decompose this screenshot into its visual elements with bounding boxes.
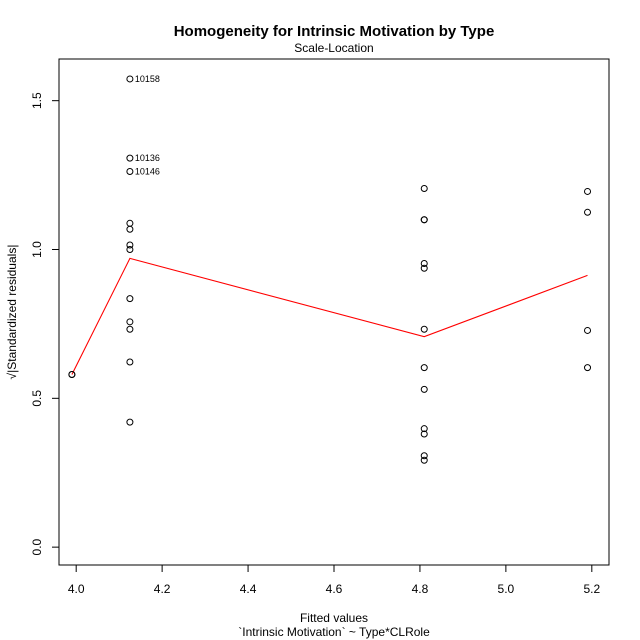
plot-frame: [58, 58, 610, 566]
chart-title: Homogeneity for Intrinsic Motivation by …: [174, 23, 495, 40]
data-point: [126, 418, 134, 426]
y-tick-label: 0.0: [30, 538, 44, 555]
data-point: [420, 364, 428, 372]
data-point: [420, 425, 428, 433]
data-point: [126, 295, 134, 303]
data-point: [420, 385, 428, 393]
data-point: [126, 154, 134, 162]
point-label: 10158: [135, 74, 160, 84]
data-point: [420, 325, 428, 333]
model-formula-label: `Intrinsic Motivation` ~ Type*CLRole: [238, 625, 430, 639]
x-tick-label: 5.2: [583, 582, 600, 596]
point-label: 10136: [135, 153, 160, 163]
x-tick-label: 4.0: [68, 582, 85, 596]
data-point: [420, 184, 428, 192]
smooth-layer: [71, 257, 588, 375]
y-tick-label: 0.5: [30, 390, 44, 407]
y-tick-label: 1.5: [30, 92, 44, 109]
x-tick-label: 4.2: [154, 582, 171, 596]
data-point: [126, 245, 134, 253]
data-point: [584, 208, 592, 216]
data-point: [420, 430, 428, 438]
data-point: [126, 219, 134, 227]
data-point: [420, 456, 428, 464]
data-point: [126, 225, 134, 233]
point-labels-layer: 10158 10136 10146: [135, 74, 160, 177]
data-point: [584, 364, 592, 372]
data-point: [420, 216, 428, 224]
data-point: [584, 187, 592, 195]
x-tick-label: 4.8: [412, 582, 429, 596]
y-axis-label: √|Standardized residuals|: [5, 245, 19, 380]
data-point: [126, 75, 134, 83]
y-axis: 0.0 0.5 1.0 1.5: [30, 92, 60, 555]
data-point: [126, 241, 134, 249]
x-axis-label: Fitted values: [300, 611, 368, 625]
x-axis: 4.0 4.2 4.4 4.6 4.8 5.0 5.2: [68, 564, 600, 596]
chart-subtitle: Scale-Location: [294, 41, 373, 55]
x-tick-label: 4.6: [326, 582, 343, 596]
x-tick-label: 5.0: [498, 582, 515, 596]
data-point: [584, 326, 592, 334]
data-point: [126, 358, 134, 366]
data-point: [126, 168, 134, 176]
smooth-line: [71, 257, 588, 375]
y-tick-label: 1.0: [30, 241, 44, 258]
data-point: [126, 325, 134, 333]
points-layer: [68, 75, 592, 464]
data-point: [420, 259, 428, 267]
data-point: [68, 371, 76, 379]
data-point: [126, 318, 134, 326]
data-point: [420, 452, 428, 460]
point-label: 10146: [135, 167, 160, 177]
x-tick-label: 4.4: [240, 582, 257, 596]
data-point: [420, 264, 428, 272]
